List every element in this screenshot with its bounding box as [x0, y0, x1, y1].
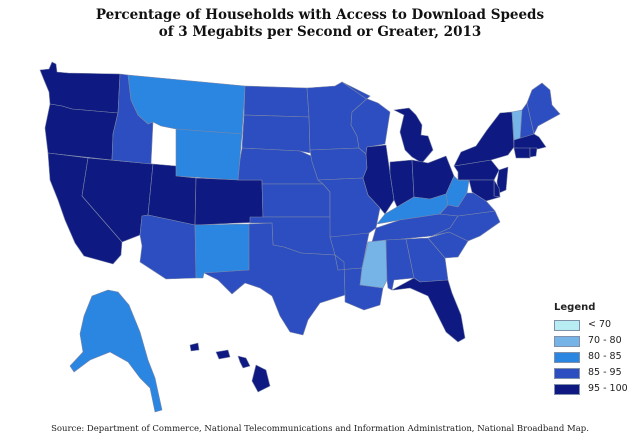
- legend-label: 80 - 85: [588, 351, 622, 362]
- state-mt: [127, 74, 246, 135]
- legend-swatch: [554, 384, 580, 395]
- state-nj: [496, 166, 509, 194]
- source-note: Source: Department of Commerce, National…: [51, 424, 589, 434]
- state-md: [457, 179, 501, 202]
- state-nd: [243, 85, 310, 118]
- state-nc: [431, 210, 501, 242]
- legend-item: 95 - 100: [542, 383, 632, 396]
- state-nm: [194, 223, 251, 279]
- legend-item: 85 - 95: [542, 367, 632, 380]
- state-ia: [309, 147, 368, 181]
- map-title-line-1: Percentage of Households with Access to …: [95, 7, 545, 23]
- legend-label: 95 - 100: [588, 383, 628, 394]
- legend-title: Legend: [554, 302, 596, 313]
- legend-label: < 70: [588, 319, 612, 330]
- legend-label: 85 - 95: [588, 367, 622, 378]
- state-tx: [203, 222, 346, 336]
- state-mi: [393, 107, 434, 164]
- state-hi: [189, 342, 200, 352]
- legend-item: < 70: [542, 319, 632, 332]
- state-ct: [513, 147, 531, 159]
- state-fl: [391, 277, 466, 343]
- state-or: [44, 103, 119, 161]
- state-il: [362, 144, 395, 215]
- state-wy: [175, 128, 243, 181]
- legend-swatch: [554, 368, 580, 379]
- legend: Legend < 70 70 - 80 80 - 85 85 - 95 95 -…: [542, 298, 632, 400]
- state-la: [334, 254, 384, 311]
- map-title-line-2: of 3 Megabits per Second or Greater, 201…: [158, 24, 482, 40]
- state-ks: [261, 183, 331, 218]
- state-me: [526, 82, 561, 135]
- legend-item: 80 - 85: [542, 351, 632, 364]
- state-hi: [215, 349, 231, 360]
- state-hi: [251, 364, 271, 393]
- state-ak: [69, 289, 163, 413]
- state-az: [139, 214, 197, 280]
- legend-label: 70 - 80: [588, 335, 622, 346]
- state-ny: [453, 111, 515, 167]
- legend-swatch: [554, 320, 580, 331]
- state-ne: [237, 147, 324, 185]
- legend-swatch: [554, 352, 580, 363]
- legend-item: 70 - 80: [542, 335, 632, 348]
- legend-swatch: [554, 336, 580, 347]
- state-sd: [241, 114, 311, 154]
- state-hi: [237, 355, 251, 369]
- state-ri: [529, 147, 538, 158]
